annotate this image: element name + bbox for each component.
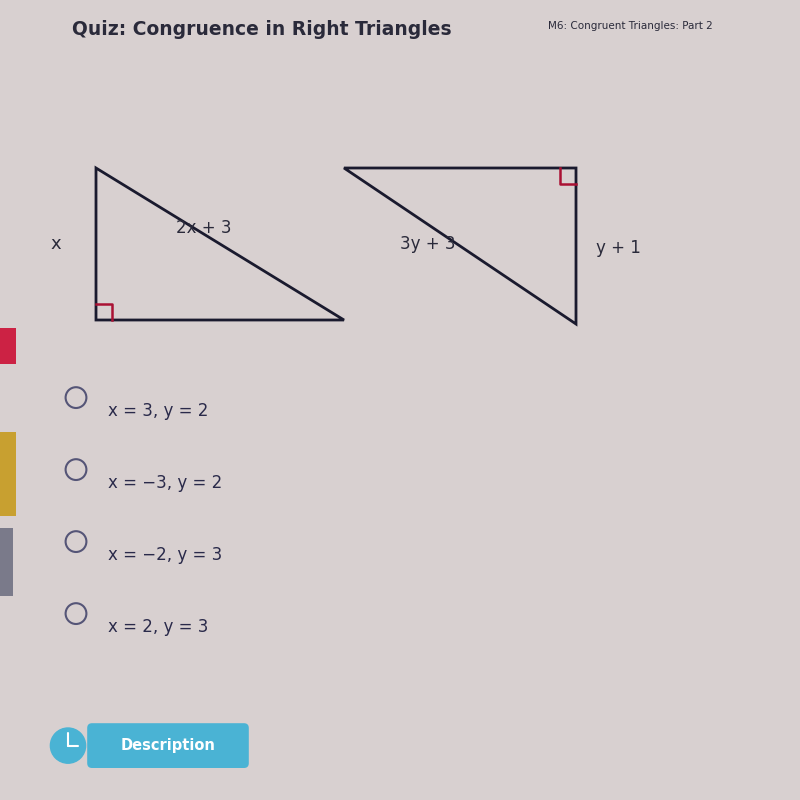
Text: x = −2, y = 3: x = −2, y = 3 [108,546,222,564]
Text: Quiz: Congruence in Right Triangles: Quiz: Congruence in Right Triangles [72,20,452,39]
Bar [0,432,16,516]
Bar [0,528,13,596]
Text: x = 3, y = 2: x = 3, y = 2 [108,402,208,420]
Text: M6: Congruent Triangles: Part 2: M6: Congruent Triangles: Part 2 [548,21,713,31]
FancyBboxPatch shape [87,723,249,768]
Text: y + 1: y + 1 [596,239,641,257]
Circle shape [50,728,86,763]
Text: Description: Description [121,738,215,753]
Bar [0,328,16,364]
Text: x = 2, y = 3: x = 2, y = 3 [108,618,208,636]
Text: 2x + 3: 2x + 3 [176,219,232,237]
Text: x = −3, y = 2: x = −3, y = 2 [108,474,222,492]
Text: x: x [50,235,62,253]
Text: 3y + 3: 3y + 3 [400,235,456,253]
